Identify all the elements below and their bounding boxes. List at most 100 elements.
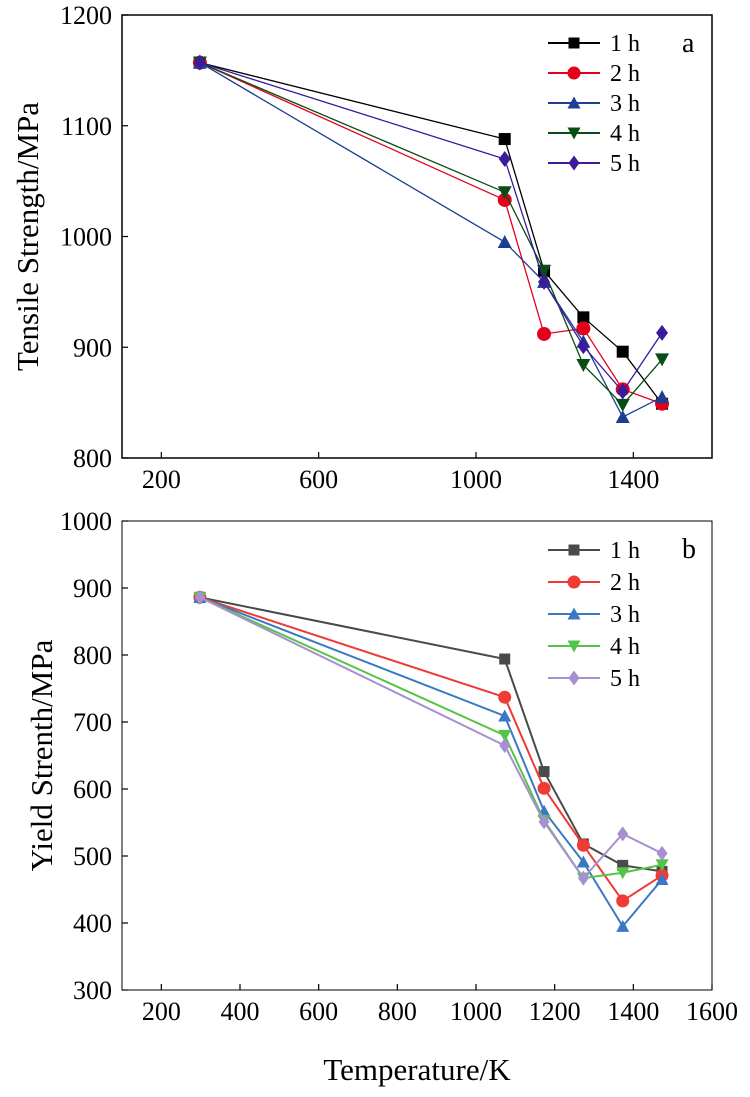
x-tick-label: 1600 (686, 997, 738, 1026)
legend-marker (567, 66, 581, 80)
y-tick-label: 800 (73, 444, 112, 473)
x-tick-label: 600 (299, 465, 338, 494)
y-tick-label: 500 (73, 842, 112, 871)
series-line (199, 596, 663, 880)
legend-entry: 2 h (548, 570, 640, 596)
series-4h (193, 591, 669, 885)
data-point (656, 324, 669, 341)
legend-label: 4 h (610, 634, 640, 660)
data-point (499, 653, 511, 665)
data-point (498, 690, 512, 704)
legend-entry: 5 h (548, 151, 640, 177)
data-point (538, 766, 550, 778)
series-line (199, 596, 663, 880)
series-1h (193, 56, 669, 410)
data-point (577, 870, 589, 886)
data-point (655, 353, 670, 367)
data-point (498, 709, 512, 722)
data-point (498, 133, 511, 146)
y-tick-label: 1000 (60, 223, 112, 252)
series-line (199, 596, 663, 903)
legend-label: 2 h (610, 570, 640, 596)
legend-marker (568, 544, 580, 556)
data-point (537, 326, 552, 341)
y-tick-label: 800 (73, 641, 112, 670)
series-line (199, 596, 663, 929)
series-line (199, 62, 663, 418)
data-point (538, 273, 551, 290)
legend-entry: 3 h (548, 91, 640, 117)
y-tick-label: 600 (73, 775, 112, 804)
data-point (577, 338, 590, 355)
data-point (576, 838, 590, 852)
series-line (199, 596, 663, 873)
x-tick-label: 400 (221, 997, 260, 1026)
data-point (655, 872, 669, 885)
data-point (655, 859, 669, 872)
series-5h (193, 54, 669, 400)
legend-entry: 4 h (548, 121, 640, 147)
data-point (616, 383, 629, 400)
data-point (616, 867, 630, 880)
x-tick-label: 200 (142, 465, 181, 494)
data-point (615, 410, 630, 424)
y-tick-label: 700 (73, 708, 112, 737)
legend-marker (568, 155, 580, 171)
legend-entry: 4 h (548, 634, 640, 660)
legend-marker (568, 670, 580, 686)
legend-label: 5 h (610, 666, 640, 692)
legend-marker (567, 607, 581, 620)
legend-label: 1 h (610, 538, 640, 564)
x-axis-title: Temperature/K (323, 1052, 511, 1087)
plot-frame (121, 520, 713, 991)
legend-label: 5 h (610, 151, 640, 177)
series-1h (194, 591, 668, 877)
series-line (199, 62, 663, 393)
data-point (616, 894, 630, 908)
legend-label: 1 h (610, 31, 640, 57)
legend-label: 4 h (610, 121, 640, 147)
y-tick-label: 1200 (60, 1, 112, 30)
x-tick-label: 1000 (450, 997, 502, 1026)
series-line (199, 61, 663, 405)
data-point (497, 186, 512, 200)
data-point (538, 814, 550, 830)
y-tick-label: 400 (73, 909, 112, 938)
legend-label: 3 h (610, 91, 640, 117)
series-5h (194, 589, 668, 886)
data-point (616, 345, 629, 358)
chart-panel-a: 200 600 1000 1400 800 900 1000 1100 1200 Tensile … (10, 1, 713, 494)
y-tick-label: 900 (73, 333, 112, 362)
y-tick-label: 1100 (61, 112, 112, 141)
legend-marker (567, 575, 581, 589)
legend-entry: 1 h (548, 538, 640, 564)
data-point (193, 54, 206, 71)
series-2h (193, 590, 669, 908)
legend-marker (567, 127, 581, 140)
legend-entry: 1 h (548, 31, 640, 57)
y-axis-title: Yield Strenth/MPa (24, 639, 59, 871)
panel-label: b (682, 534, 696, 565)
x-tick-label: 800 (378, 997, 417, 1026)
series-line (199, 62, 663, 406)
legend-marker (567, 96, 581, 109)
data-point (655, 390, 670, 404)
data-point (617, 859, 629, 871)
data-point (616, 919, 630, 932)
series-4h (192, 56, 670, 412)
series-3h (193, 590, 669, 932)
data-point (498, 150, 511, 167)
data-point (577, 311, 590, 324)
data-point (497, 192, 512, 207)
data-point (499, 737, 511, 753)
legend-entry: 3 h (548, 602, 640, 628)
x-tick-label: 1400 (607, 997, 659, 1026)
data-point (576, 855, 590, 868)
chart-panel-b: 200 400 600 800 1000 1200 1400 1600 300 400 500 600… (24, 507, 738, 1087)
legend-entry: 5 h (548, 666, 640, 692)
panel-label: a (682, 28, 695, 59)
data-point (576, 321, 591, 336)
data-point (537, 781, 551, 795)
y-tick-label: 900 (73, 574, 112, 603)
